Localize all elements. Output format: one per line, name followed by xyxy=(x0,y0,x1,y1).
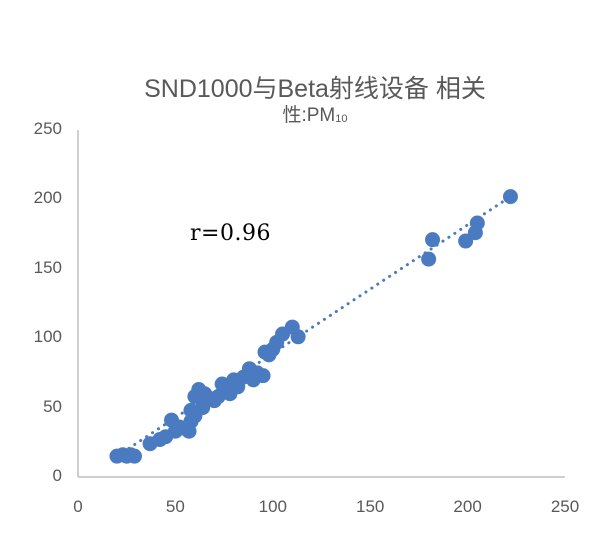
correlation-annotation: r=0.96 xyxy=(190,221,271,246)
x-tick-label: 150 xyxy=(356,497,385,516)
x-tick-label: 200 xyxy=(453,497,482,516)
x-tick-label: 0 xyxy=(73,497,83,516)
data-point xyxy=(126,448,142,464)
data-point xyxy=(502,189,518,205)
x-tick-label: 250 xyxy=(550,497,580,516)
y-tick-label: 50 xyxy=(43,396,62,416)
y-tick-label: 100 xyxy=(33,327,62,347)
data-points xyxy=(109,189,518,464)
x-tick-label: 100 xyxy=(258,497,287,516)
data-point xyxy=(425,232,441,248)
y-tick-label: 150 xyxy=(33,257,62,277)
data-point xyxy=(255,368,271,384)
data-point xyxy=(469,215,485,231)
y-tick-label: 250 xyxy=(33,119,62,138)
data-point xyxy=(421,251,437,267)
chart-title-line2: 性:PM10 xyxy=(282,105,348,126)
y-tick-label: 200 xyxy=(33,188,62,208)
x-tick-label: 50 xyxy=(165,497,185,516)
data-point xyxy=(458,233,474,249)
chart-title-line1: SND1000与Beta射线设备 相关 xyxy=(144,75,486,103)
chart-title: SND1000与Beta射线设备 相关 性:PM10 xyxy=(100,74,530,131)
y-tick-label: 0 xyxy=(52,466,62,485)
trendline xyxy=(115,195,512,458)
data-point xyxy=(290,329,306,345)
